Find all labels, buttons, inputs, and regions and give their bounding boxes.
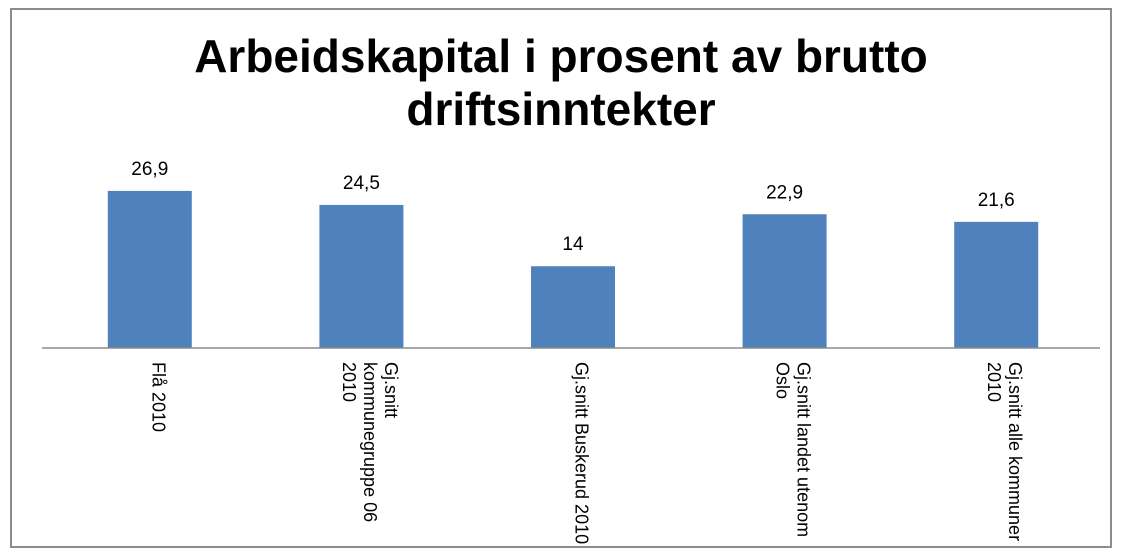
x-tick-label: Gj.snitt alle kommuner 2010: [984, 362, 1026, 542]
x-tick-label: Flå 2010: [148, 362, 169, 433]
bar: [319, 204, 404, 348]
chart-frame: [10, 8, 1112, 548]
bar: [954, 221, 1039, 348]
bar: [742, 214, 827, 348]
x-tick-label: Gj.snitt landet utenom Oslo: [772, 362, 814, 538]
data-label: 26,9: [131, 159, 168, 180]
data-label: 14: [562, 234, 584, 255]
data-label: 22,9: [766, 182, 803, 203]
chart-title: Arbeidskapital i prosent av brutto drifts…: [194, 30, 928, 135]
data-label: 24,5: [343, 173, 380, 194]
x-tick-label: Gj.snitt Buskerud 2010: [571, 362, 592, 545]
x-tick-label: Gj.snitt kommunegruppe 06 2010: [338, 362, 401, 523]
data-label: 21,6: [978, 190, 1015, 211]
bar: [107, 190, 192, 348]
bar: [531, 266, 615, 348]
